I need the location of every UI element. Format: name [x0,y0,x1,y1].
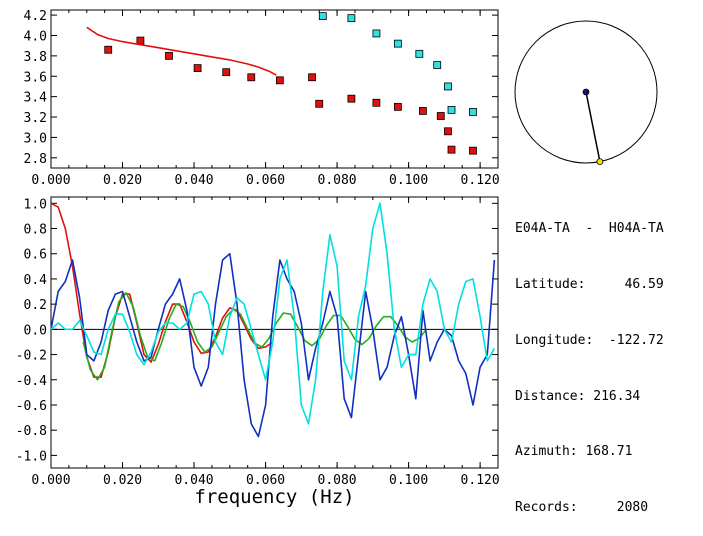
y-tick-label: 0.8 [24,223,47,238]
y-tick-label: 1.0 [24,197,47,212]
correlation-plot: 0.000 0.020 0.040 0.060 0.080 0.100 0.120 -1.0 -… [16,196,500,508]
series-line [50,202,274,379]
data-point [193,64,202,73]
y-tick-label: -0.2 [16,349,47,364]
data-point [247,73,256,82]
records-readout: Records: 2080 [515,500,649,516]
data-point [347,14,356,23]
data-point [444,82,452,91]
x-tick-label: 0.000 [31,473,70,488]
x-tick-label: 0.000 [31,173,70,188]
y-tick-label: 0.2 [24,298,47,313]
y-tick-label: 3.8 [24,50,47,65]
azimuth-map [514,20,658,166]
data-point [275,76,284,85]
great-circle-path [585,91,601,162]
x-axis-label: frequency (Hz) [194,486,354,508]
plot-frame [50,9,499,169]
azimuth-readout: Azimuth: 168.71 [515,444,633,460]
y-tick-label: -0.6 [16,399,47,414]
station-center-dot [582,88,590,96]
y-tick-label: 4.2 [24,9,47,24]
data-point [444,127,452,136]
x-tick-label: 0.040 [174,473,213,488]
data-point [222,68,231,77]
x-tick-label: 0.080 [318,473,357,488]
data-point [436,112,445,120]
data-point [415,49,424,58]
y-tick-label: -0.4 [16,374,47,389]
data-point [447,145,456,154]
data-point [393,39,402,48]
data-point [165,51,173,60]
y-tick-label: -0.8 [16,424,47,439]
data-point [433,61,442,69]
map-circle [514,20,658,164]
y-tick-label: 0.4 [24,273,48,288]
data-point [419,107,427,115]
y-tick-label: -1.0 [16,449,47,464]
series-line [50,252,496,438]
x-tick-label: 0.100 [389,473,428,488]
data-point [318,12,327,21]
data-point [315,99,324,108]
x-tick-label: 0.040 [174,173,213,188]
x-tick-label: 0.120 [461,173,500,188]
data-point [372,98,381,107]
data-point [393,102,402,111]
dispersion-plot: 0.000 0.020 0.040 0.060 0.080 0.100 0.120 2.8 3.… [24,9,500,188]
y-tick-label: 3.0 [24,131,47,146]
latitude-readout: Latitude: 46.59 [515,276,664,292]
data-point [347,94,356,103]
data-point [372,29,381,38]
station-edge-dot [596,158,604,166]
plot-frame [50,196,499,469]
distance-readout: Distance: 216.34 [515,388,641,404]
data-point [469,108,477,116]
x-tick-label: 0.060 [246,173,285,188]
series-line [86,26,277,76]
data-point [136,36,145,45]
y-tick-label: 4.0 [24,29,47,44]
y-tick-label: 0.6 [24,248,47,263]
y-tick-label: 2.8 [24,152,47,167]
data-point [469,146,477,155]
y-tick-label: 3.2 [24,111,47,126]
data-point [104,45,113,54]
x-tick-label: 0.120 [461,473,500,488]
x-tick-label: 0.060 [246,473,285,488]
x-tick-label: 0.100 [389,173,428,188]
y-tick-label: 3.4 [24,91,48,106]
data-point [447,105,456,114]
x-tick-label: 0.020 [103,173,142,188]
station-info-panel: E04A-TA - H04A-TA Latitude: 46.59 Longit… [515,183,664,536]
figure-canvas: 0.000 0.020 0.040 0.060 0.080 0.100 0.120 2.8 3.… [16,9,658,508]
series-line [50,202,496,425]
x-tick-label: 0.080 [318,173,357,188]
y-tick-label: 3.6 [24,70,47,85]
y-tick-label: 0.0 [24,323,47,338]
data-point [308,73,316,82]
longitude-readout: Longitude: -122.72 [515,332,664,348]
station-pair: E04A-TA - H04A-TA [515,221,664,237]
x-tick-label: 0.020 [103,473,142,488]
